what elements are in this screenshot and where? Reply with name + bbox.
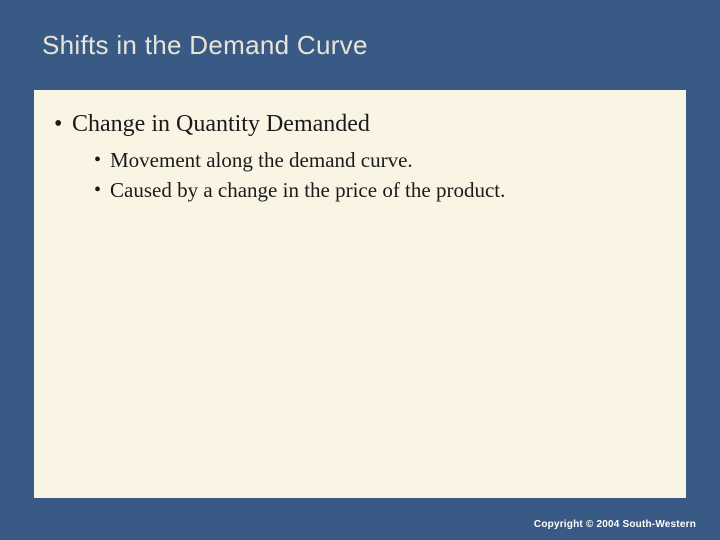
bullet-item: Change in Quantity Demanded Movement alo… xyxy=(44,108,666,205)
content-box: Change in Quantity Demanded Movement alo… xyxy=(34,90,686,498)
bullet-list-level1: Change in Quantity Demanded Movement alo… xyxy=(44,108,666,205)
sub-bullet-text: Caused by a change in the price of the p… xyxy=(110,178,505,202)
slide-title: Shifts in the Demand Curve xyxy=(0,0,720,61)
sub-bullet-item: Movement along the demand curve. xyxy=(72,146,666,175)
bullet-text: Change in Quantity Demanded xyxy=(72,111,370,137)
sub-bullet-text: Movement along the demand curve. xyxy=(110,148,413,172)
sub-bullet-item: Caused by a change in the price of the p… xyxy=(72,176,666,205)
copyright-text: Copyright © 2004 South-Western xyxy=(534,519,696,530)
bullet-list-level2: Movement along the demand curve. Caused … xyxy=(72,146,666,205)
